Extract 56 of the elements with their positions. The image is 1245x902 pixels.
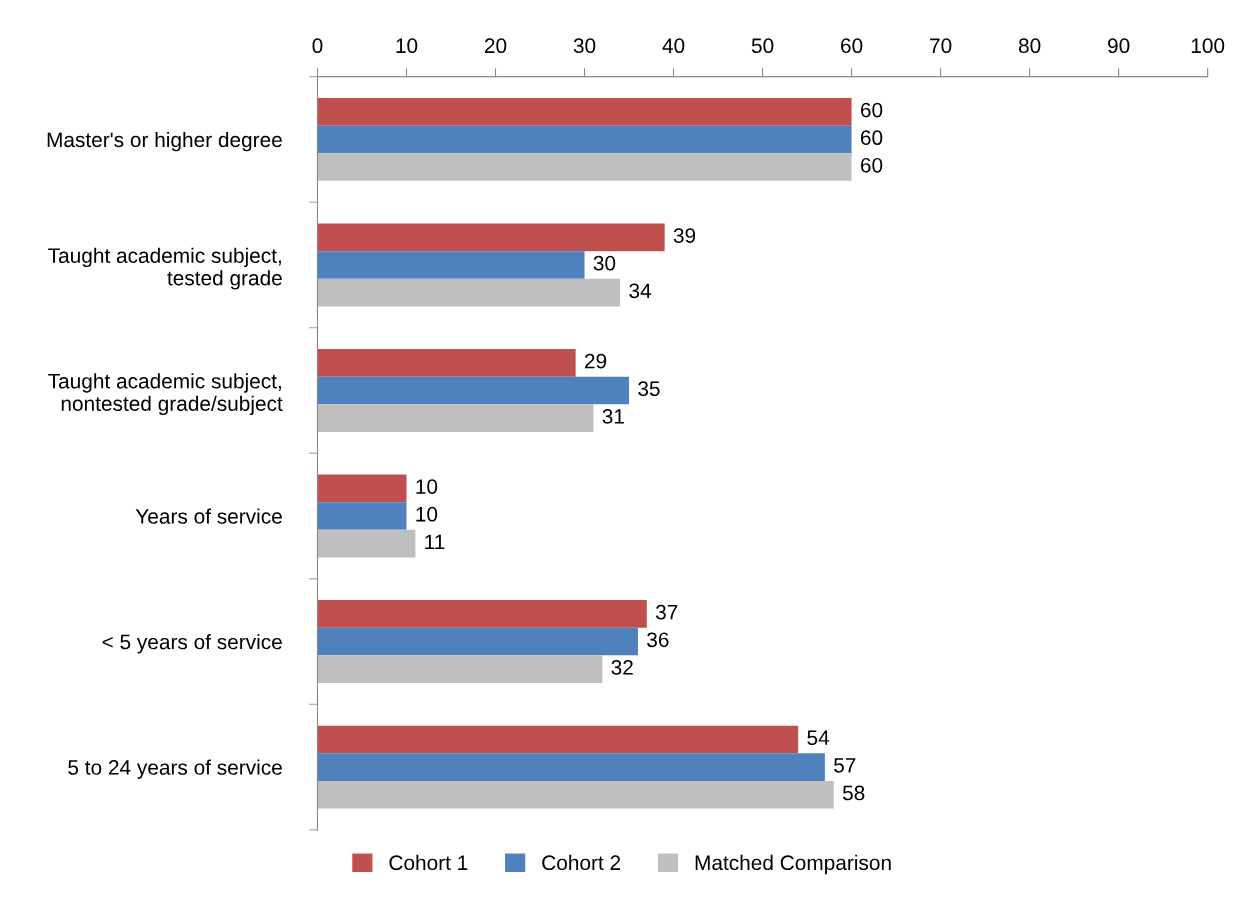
bar bbox=[317, 725, 799, 754]
y-tick-label: Years of service bbox=[135, 508, 282, 524]
bar bbox=[317, 780, 834, 809]
bar bbox=[317, 223, 665, 252]
bar bbox=[317, 753, 825, 781]
x-tick-label: 90 bbox=[1108, 38, 1130, 54]
y-tick-label: 5 to 24 years of service bbox=[68, 759, 282, 779]
y-tick-label: Taught academic subject, nontested grade/subject bbox=[48, 373, 283, 416]
bar bbox=[317, 278, 621, 307]
x-tick-label: 0 bbox=[312, 38, 323, 54]
bar bbox=[317, 627, 638, 656]
data-label: 34 bbox=[629, 283, 652, 299]
x-tick-label: 30 bbox=[573, 38, 596, 54]
bar bbox=[317, 404, 594, 432]
x-tick-label: 40 bbox=[662, 38, 685, 54]
bar bbox=[317, 98, 852, 126]
data-label: 10 bbox=[416, 479, 438, 494]
data-label: 60 bbox=[860, 157, 883, 173]
data-label: 29 bbox=[585, 353, 607, 369]
data-label: 11 bbox=[425, 534, 445, 550]
data-label: 30 bbox=[593, 255, 616, 271]
y-tick-label: Master's or higher degree bbox=[47, 131, 282, 152]
bar bbox=[317, 474, 407, 503]
bar bbox=[317, 600, 647, 628]
bar bbox=[317, 153, 852, 181]
data-label: 32 bbox=[611, 660, 633, 675]
bar bbox=[317, 529, 416, 558]
x-tick-label: 70 bbox=[930, 38, 952, 54]
legend-label: Matched Comparison bbox=[695, 854, 891, 875]
bar bbox=[317, 251, 585, 279]
data-label: 57 bbox=[834, 758, 856, 773]
bar bbox=[317, 125, 852, 154]
data-label: 58 bbox=[842, 785, 865, 801]
bar bbox=[317, 376, 630, 405]
legend-label: Cohort 2 bbox=[542, 854, 621, 871]
data-label: 10 bbox=[416, 506, 438, 522]
data-label: 35 bbox=[638, 381, 660, 397]
data-label: 60 bbox=[860, 102, 883, 118]
data-label: 31 bbox=[602, 408, 624, 424]
y-tick-label: Taught academic subject, tested grade bbox=[48, 247, 282, 290]
x-tick-label: 60 bbox=[841, 38, 863, 54]
data-label: 54 bbox=[807, 730, 830, 746]
x-tick-label: 20 bbox=[484, 38, 507, 54]
bar bbox=[317, 349, 576, 377]
y-tick-label: < 5 years of service bbox=[102, 634, 282, 654]
data-label: 36 bbox=[647, 632, 669, 648]
x-tick-label: 50 bbox=[751, 38, 774, 54]
data-label: 60 bbox=[860, 130, 883, 146]
data-label: 39 bbox=[673, 228, 696, 243]
x-tick-label: 10 bbox=[396, 38, 418, 54]
bar bbox=[317, 502, 407, 530]
x-tick-label: 80 bbox=[1018, 38, 1041, 54]
legend-label: Cohort 1 bbox=[389, 854, 468, 871]
bar bbox=[317, 655, 603, 683]
x-tick-label: 100 bbox=[1191, 38, 1225, 54]
data-label: 37 bbox=[655, 604, 678, 620]
